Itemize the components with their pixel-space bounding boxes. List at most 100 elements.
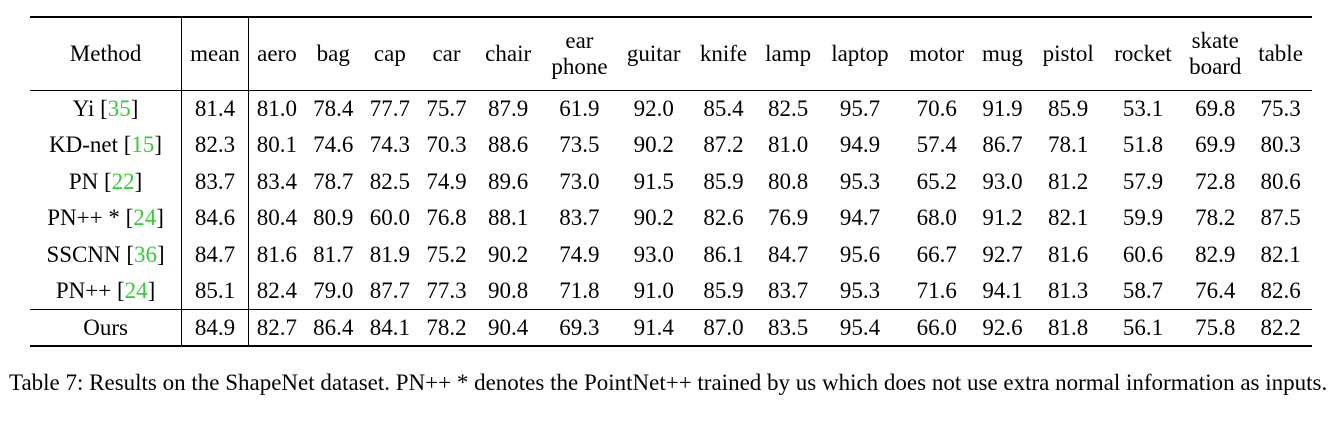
column-header-line: guitar	[626, 41, 681, 67]
column-header: chair	[474, 16, 542, 91]
column-header: mug	[973, 16, 1032, 91]
results-table-container: Method mean aero bag cap car chair ear phone guit…	[30, 16, 1312, 347]
value-cell: 70.6	[916, 96, 957, 121]
value-cell: 90.2	[633, 132, 674, 158]
value-cell: 74.9	[559, 241, 600, 267]
value-cell: 69.8	[1195, 96, 1236, 121]
column-header-line: knife	[699, 41, 748, 67]
value-cell: 91.5	[633, 168, 674, 194]
citation-link[interactable]: 24	[124, 278, 148, 303]
value-cell: 95.7	[839, 96, 881, 121]
table-row: KD-net [15] 82.3 80.1 74.6 74.3 70.3 88.6 73.5 9…	[30, 126, 1312, 163]
value-cell: 85.9	[703, 278, 744, 303]
citation-link[interactable]: 24	[133, 205, 157, 231]
value-cell: 86.7	[982, 132, 1023, 158]
value-cell: 90.4	[474, 308, 542, 347]
column-header-line: lamp	[765, 41, 812, 67]
column-header: mean	[181, 16, 249, 91]
citation-bracket: ]	[154, 132, 163, 158]
value-cell: 83.5	[756, 308, 820, 347]
value-cell: 88.1	[488, 205, 529, 231]
value-cell: 86.1	[703, 241, 744, 267]
citation-link[interactable]: 35	[107, 96, 131, 121]
column-header-line: table	[1258, 41, 1303, 67]
column-header: pistol	[1031, 16, 1105, 91]
value-cell: 73.0	[559, 168, 600, 194]
value-cell: 51.8	[1122, 132, 1164, 158]
value-cell: 75.8	[1181, 308, 1250, 347]
table-row: PN++ * [24] 84.6 80.4 80.9 60.0 76.8 88.1 83.7 9…	[30, 199, 1312, 236]
value-cell: 73.5	[559, 132, 600, 158]
citation-link[interactable]: 36	[134, 241, 158, 267]
value-cell: 75.3	[1260, 96, 1301, 121]
method-cell: PN++ * [24]	[30, 199, 183, 236]
header-row: Method mean aero bag cap car chair ear phone guit…	[30, 16, 1312, 91]
value-cell: 61.9	[559, 96, 600, 121]
table-body: Yi [35] 81.4 81.0 78.4 77.7 75.7 87.9 61.9 92.0 8…	[30, 90, 1312, 347]
value-cell: 89.6	[488, 168, 529, 194]
value-cell: 76.4	[1195, 278, 1236, 303]
method-cell: KD-net [15]	[30, 126, 183, 163]
value-cell: 87.2	[703, 132, 744, 158]
column-header-line: phone	[551, 53, 608, 79]
method-cell: SSCNN [36]	[30, 236, 183, 273]
value-cell: 66.7	[916, 241, 957, 267]
column-header: skate board	[1181, 16, 1250, 91]
value-cell: 78.7	[313, 168, 354, 194]
value-cell: 69.9	[1195, 132, 1236, 158]
table-row: Yi [35] 81.4 81.0 78.4 77.7 75.7 87.9 61.9 92.0 8…	[30, 90, 1312, 127]
method-name: Ours	[83, 314, 128, 340]
citation-link[interactable]: 15	[131, 132, 155, 158]
column-header-line: Method	[69, 41, 142, 67]
value-cell: 83.7	[181, 163, 249, 200]
value-cell: 85.1	[181, 272, 249, 309]
column-header-line: pistol	[1042, 41, 1094, 67]
method-cell: PN++ [24]	[30, 272, 183, 309]
value-cell: 78.1	[1048, 132, 1089, 158]
value-cell: 95.3	[839, 278, 881, 303]
method-name: PN++ * [	[47, 205, 134, 231]
value-cell: 69.3	[541, 308, 618, 347]
value-cell: 93.0	[982, 168, 1023, 194]
column-header: car	[418, 16, 475, 91]
value-cell: 94.9	[839, 132, 881, 158]
table-row: PN++ [24] 85.1 82.4 79.0 87.7 77.3 90.8 71.8 91.…	[30, 272, 1312, 309]
column-header-line: cap	[373, 41, 406, 67]
value-cell: 87.7	[369, 278, 410, 303]
table-row: SSCNN [36] 84.7 81.6 81.7 81.9 75.2 90.2 74.9 93…	[30, 236, 1312, 273]
column-header-line: motor	[909, 41, 965, 67]
column-header: ear phone	[541, 16, 618, 91]
citation-bracket: ]	[134, 168, 143, 194]
value-cell: 92.6	[973, 308, 1032, 347]
value-cell: 90.2	[488, 241, 529, 267]
column-header-line: laptop	[831, 41, 889, 67]
value-cell: 78.4	[313, 96, 354, 121]
value-cell: 85.9	[1048, 96, 1089, 121]
column-header-line: rocket	[1114, 41, 1172, 67]
value-cell: 86.4	[304, 308, 362, 347]
value-cell: 79.0	[313, 278, 354, 303]
method-name: SSCNN [	[46, 241, 135, 267]
column-header: guitar	[617, 16, 691, 91]
column-header-line: aero	[257, 41, 297, 67]
value-cell: 75.2	[426, 241, 467, 267]
column-header-line: bag	[316, 41, 350, 67]
value-cell: 82.2	[1249, 308, 1312, 347]
value-cell: 80.4	[256, 205, 298, 231]
value-cell: 80.6	[1260, 168, 1301, 194]
results-table: Method mean aero bag cap car chair ear phone guit…	[30, 16, 1312, 347]
value-cell: 87.9	[488, 96, 529, 121]
column-header: aero	[248, 16, 305, 91]
method-name: KD-net [	[49, 132, 132, 158]
citation-link[interactable]: 22	[111, 168, 135, 194]
value-cell: 84.7	[768, 241, 809, 267]
value-cell: 91.2	[982, 205, 1023, 231]
value-cell: 80.3	[1260, 132, 1301, 158]
value-cell: 81.3	[1048, 278, 1089, 303]
column-header: rocket	[1104, 16, 1182, 91]
value-cell: 71.8	[559, 278, 600, 303]
column-header-line: chair	[485, 41, 532, 67]
value-cell: 84.9	[181, 308, 249, 347]
value-cell: 81.0	[256, 96, 298, 121]
value-cell: 71.6	[916, 278, 957, 303]
